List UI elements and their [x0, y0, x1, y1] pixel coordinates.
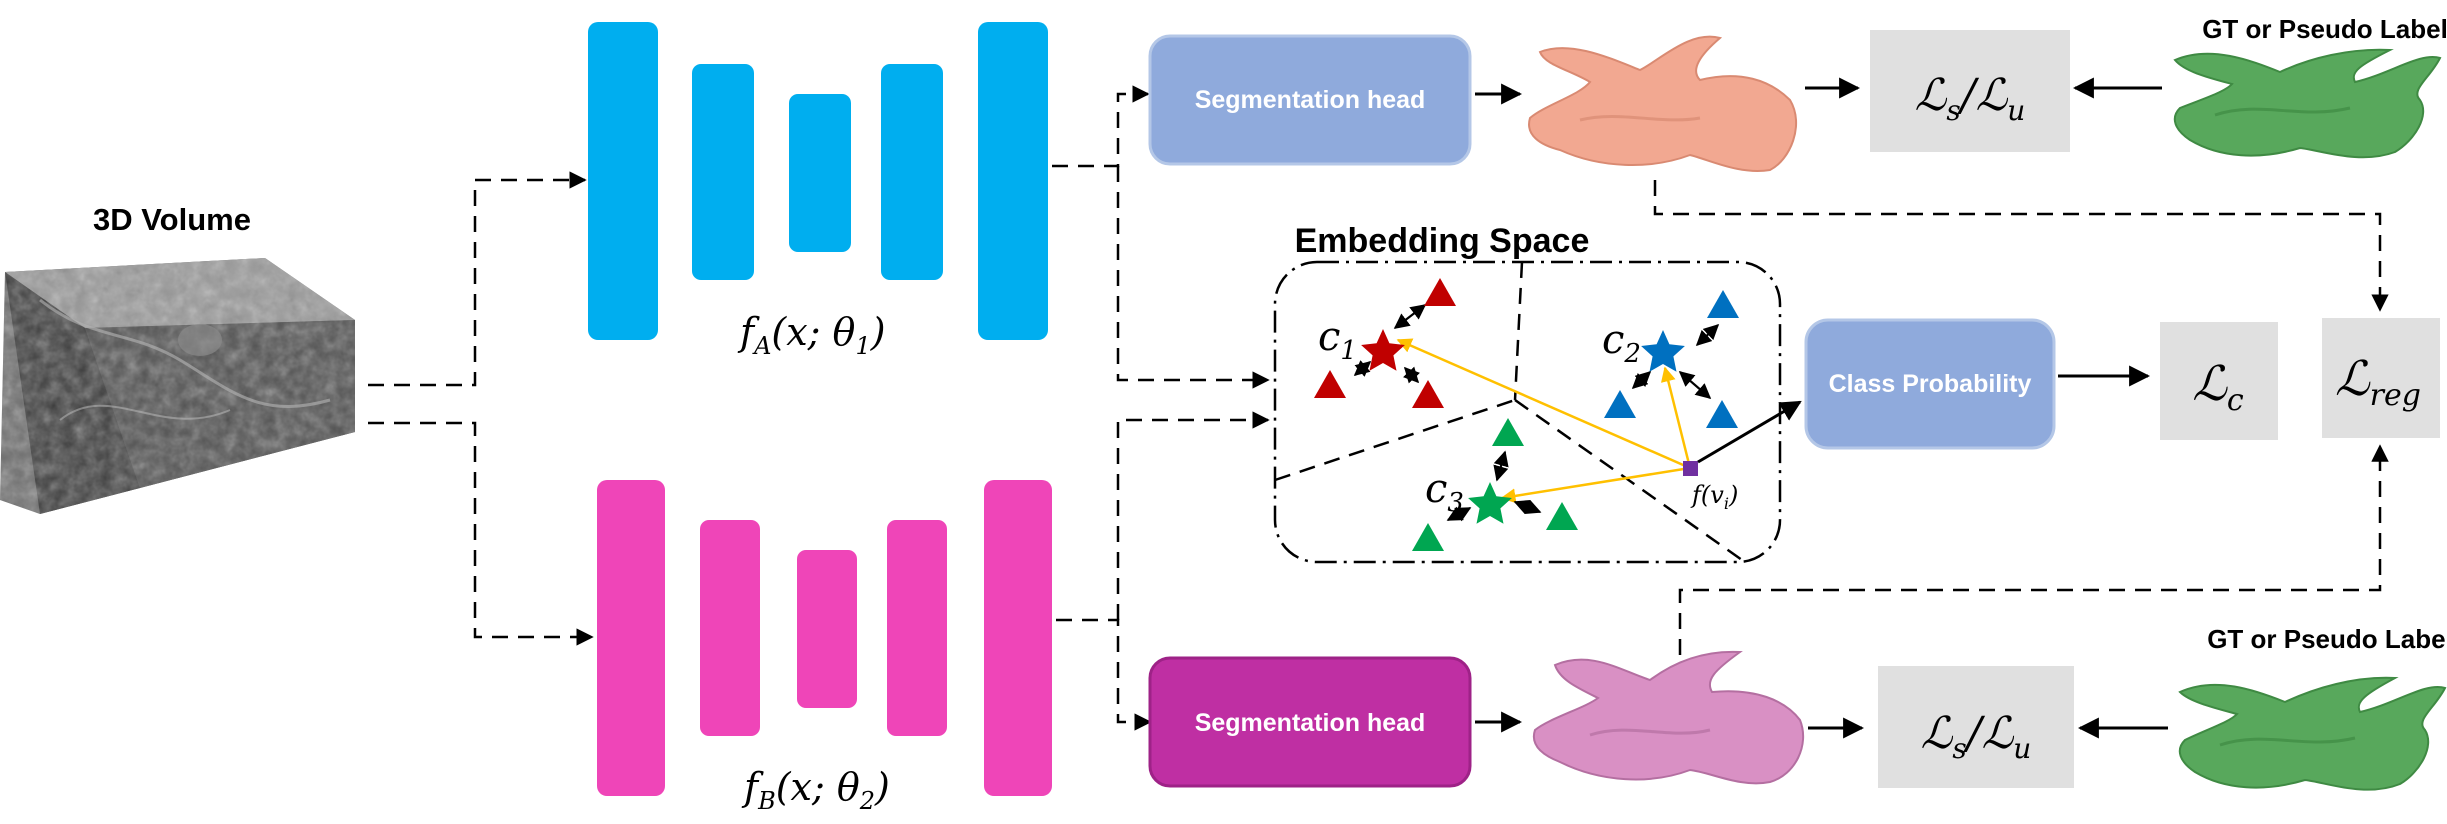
- net-a-layer-5: [978, 22, 1048, 340]
- net-b-layer-2: [700, 520, 760, 736]
- centroid-c2-label: c2: [1602, 317, 1641, 369]
- pred-bottom-to-reg-connector: [1678, 444, 2389, 655]
- c3-pull-arrow-3: [1513, 499, 1542, 515]
- embedding-boundary-3: [1514, 398, 1743, 562]
- net-a-layer-2: [692, 64, 754, 280]
- loss-box-class: ℒc: [2160, 322, 2278, 440]
- loss-box-reg: ℒreg: [2322, 318, 2440, 438]
- loss-box-seg-top: ℒs/ℒu: [1870, 30, 2070, 152]
- embedding-boundary-2: [1274, 398, 1516, 482]
- net-b-layer-3: [797, 550, 857, 708]
- volume-image: [0, 258, 355, 514]
- gt-top-title: GT or Pseudo Label: [2202, 14, 2447, 44]
- c2-pull-arrow-3: [1678, 370, 1712, 400]
- embedding-space: c1 c2 c3 f(vi): [1273, 260, 1782, 564]
- network-a: fA(x; θ1): [588, 22, 1048, 360]
- seg-head-bottom: Segmentation head: [1148, 656, 1472, 788]
- net-b-to-head-connector: [1056, 618, 1152, 731]
- loss-reg-text: ℒreg: [2335, 351, 2421, 413]
- c2-pull-arrow-1: [1695, 323, 1720, 347]
- class-probability-box: Class Probability: [1804, 318, 2056, 450]
- centroid-c2-star: [1641, 330, 1685, 372]
- seg-head-top: Segmentation head: [1148, 34, 1472, 166]
- net-b-layer-1: [597, 480, 665, 796]
- loss-class-text: ℒc: [2192, 356, 2244, 418]
- feature-to-c2-link: [1660, 366, 1692, 469]
- class2-sample-1: [1707, 290, 1739, 318]
- prediction-bottom-shape: [1532, 650, 1805, 785]
- class3-sample-1: [1492, 418, 1524, 446]
- net-a-to-head-connector: [1052, 85, 1150, 168]
- prediction-top-shape: [1528, 35, 1798, 172]
- centroid-c1-label: c1: [1318, 314, 1357, 366]
- seg-head-bottom-label: Segmentation head: [1195, 709, 1426, 737]
- c3-pull-arrow-1: [1493, 450, 1509, 482]
- net-a-layer-1: [588, 22, 658, 340]
- embedding-boundary-1: [1513, 261, 1524, 401]
- c2-pull-arrow-2: [1631, 370, 1652, 390]
- class1-sample-1: [1424, 278, 1456, 306]
- c1-pull-arrow-2: [1353, 360, 1372, 377]
- net-b-layer-4: [887, 520, 947, 736]
- feature-to-classprob-arrow: [1697, 400, 1802, 464]
- net-a-layer-4: [881, 64, 943, 280]
- centroid-c3-label: c3: [1425, 466, 1464, 518]
- net-b-layer-5: [984, 480, 1052, 796]
- feature-point: [1683, 461, 1698, 476]
- loss-seg-top-text: ℒs/ℒu: [1915, 70, 2026, 127]
- class1-sample-2: [1314, 370, 1346, 398]
- network-b: fB(x; θ2): [597, 480, 1052, 815]
- net-b-label: fB(x; θ2): [741, 765, 890, 815]
- pred-top-to-reg-connector: [1653, 180, 2389, 312]
- net-a-label: fA(x; θ1): [737, 310, 886, 360]
- c1-pull-arrow-1: [1393, 304, 1427, 329]
- gt-top-shape: [2173, 48, 2442, 159]
- net-b-to-embedding-connector: [1116, 411, 1270, 620]
- input-to-net-a-connector: [368, 171, 587, 387]
- loss-box-seg-bottom: ℒs/ℒu: [1878, 666, 2074, 788]
- loss-seg-bottom-text: ℒs/ℒu: [1921, 708, 2032, 765]
- centroid-c1-star: [1361, 329, 1405, 371]
- class1-sample-3: [1412, 380, 1444, 408]
- net-a-layer-3: [789, 94, 851, 252]
- feature-to-c3-link: [1500, 466, 1691, 504]
- class2-sample-2: [1604, 390, 1636, 418]
- c3-pull-arrow-2: [1446, 506, 1472, 522]
- gt-bottom-shape: [2178, 676, 2447, 791]
- gt-bottom-title: GT or Pseudo Label: [2207, 624, 2447, 654]
- feature-to-c1-link: [1396, 338, 1691, 470]
- feature-label: f(vi): [1690, 481, 1738, 513]
- centroid-c3-star: [1468, 482, 1512, 524]
- input-title: 3D Volume: [93, 202, 251, 237]
- input-to-net-b-connector: [368, 421, 594, 646]
- class3-sample-3: [1546, 502, 1578, 530]
- class-probability-label: Class Probability: [1829, 370, 2032, 398]
- c1-pull-arrow-3: [1402, 366, 1421, 384]
- embedding-title: Embedding Space: [1295, 222, 1590, 260]
- class2-sample-3: [1706, 400, 1738, 428]
- class3-sample-2: [1412, 523, 1444, 551]
- net-a-to-embedding-connector: [1116, 166, 1270, 389]
- seg-head-top-label: Segmentation head: [1195, 86, 1426, 114]
